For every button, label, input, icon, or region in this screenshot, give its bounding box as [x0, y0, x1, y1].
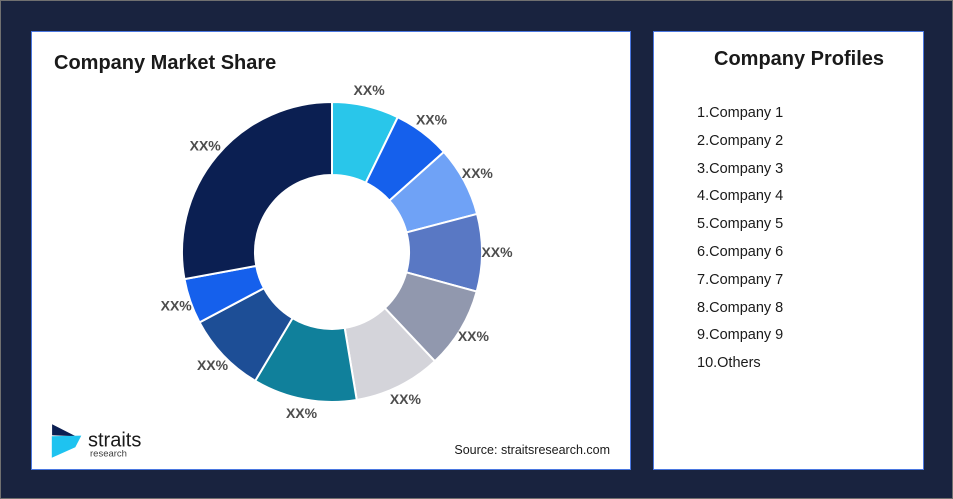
svg-text:XX%: XX% [354, 82, 386, 98]
svg-text:XX%: XX% [161, 297, 193, 313]
svg-text:XX%: XX% [416, 111, 448, 127]
svg-text:XX%: XX% [286, 405, 318, 421]
svg-text:XX%: XX% [458, 328, 490, 344]
svg-text:XX%: XX% [481, 244, 513, 260]
svg-text:XX%: XX% [190, 137, 222, 153]
svg-text:XX%: XX% [197, 357, 229, 373]
svg-text:XX%: XX% [390, 391, 422, 407]
svg-text:XX%: XX% [462, 165, 494, 181]
